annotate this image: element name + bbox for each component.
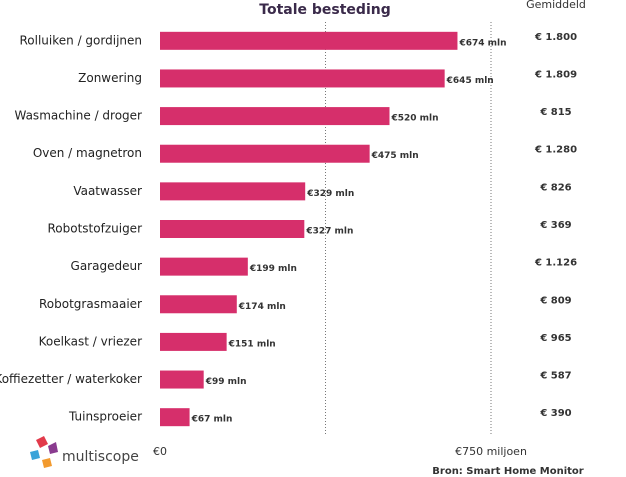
chart-title: Totale besteding [259, 2, 390, 18]
value-label: €199 mln [249, 264, 297, 274]
category-label: Rolluiken / gordijnen [20, 33, 143, 47]
average-label: € 1.280 [534, 145, 577, 156]
average-label: € 826 [539, 182, 571, 193]
category-label: Zonwering [78, 71, 142, 85]
average-label: € 369 [539, 220, 571, 231]
bar [160, 370, 204, 389]
logo-text: multiscope [62, 449, 139, 465]
average-label: € 1.800 [534, 32, 577, 43]
category-label: Tuinsproeier [68, 410, 142, 424]
value-label: €674 mln [458, 38, 506, 48]
value-label: €151 mln [228, 339, 276, 349]
category-label: Wasmachine / droger [14, 109, 142, 123]
average-label: € 1.809 [534, 69, 577, 80]
value-label: €99 mln [205, 377, 247, 387]
category-label: Koelkast / vriezer [39, 334, 142, 348]
value-label: €475 mln [371, 151, 419, 161]
value-label: €520 mln [390, 114, 438, 124]
logo-icon [30, 436, 58, 468]
category-label: Garagedeur [71, 259, 143, 273]
bar [160, 107, 390, 126]
value-label: €327 mln [305, 227, 353, 237]
source: Bron: Smart Home Monitor [432, 466, 584, 477]
average-label: € 587 [539, 371, 571, 382]
x-tick-label: €0 [153, 445, 167, 458]
bar [160, 257, 248, 276]
category-label: Robotgrasmaaier [39, 297, 142, 311]
average-label: € 965 [539, 333, 571, 344]
average-label: € 390 [539, 408, 571, 419]
bar [160, 295, 237, 314]
bar [160, 69, 445, 88]
value-label: €67 mln [191, 415, 233, 425]
category-label: Koffiezetter / waterkoker [0, 372, 142, 386]
bar [160, 220, 305, 238]
value-label: €645 mln [446, 76, 494, 86]
value-label: €329 mln [306, 189, 354, 199]
average-header: Gemiddeld [526, 0, 586, 11]
category-label: Oven / magnetron [33, 146, 142, 160]
bar [160, 332, 227, 351]
bar [160, 144, 370, 163]
bar [160, 31, 458, 50]
bar [160, 182, 306, 201]
x-tick-label: €750 miljoen [455, 445, 527, 458]
bar [160, 408, 190, 427]
average-label: € 815 [539, 107, 571, 118]
category-label: Vaatwasser [73, 184, 142, 198]
average-label: € 809 [539, 295, 571, 306]
category-label: Robotstofzuiger [48, 222, 143, 236]
value-label: €174 mln [238, 302, 286, 312]
average-label: € 1.126 [534, 258, 577, 269]
